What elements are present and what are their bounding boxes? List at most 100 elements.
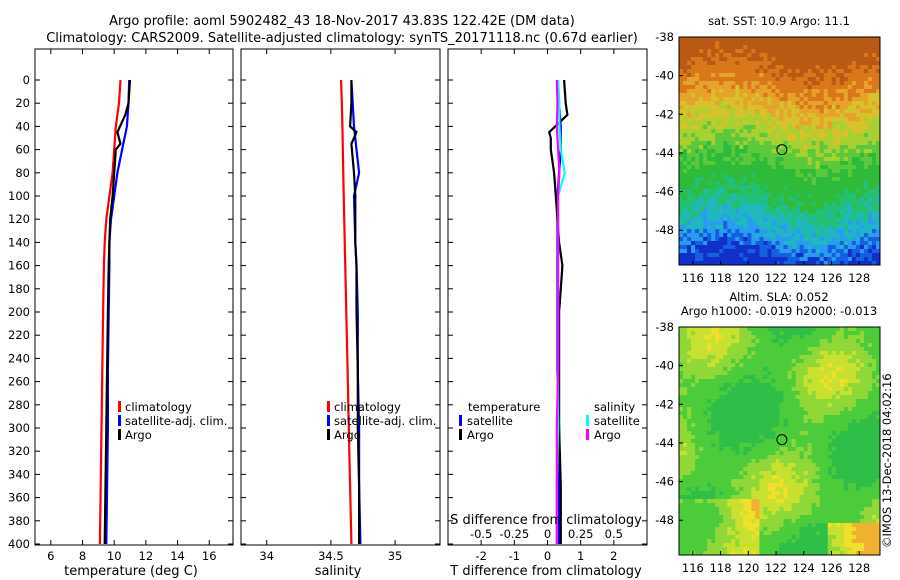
series-line-s-argo xyxy=(555,79,561,544)
temperature-legend: climatology satellite-adj. clim. Argo xyxy=(118,400,227,442)
depth-tick-label: 60 xyxy=(15,143,30,157)
depth-tick-label: 380 xyxy=(8,514,30,528)
x-tick-label: -1 xyxy=(509,549,520,563)
map-lon-tick-label: 118 xyxy=(710,561,732,575)
legend-label-satellite: satellite-adj. clim. xyxy=(334,414,436,428)
map-lon-tick-label: 124 xyxy=(793,561,815,575)
depth-tick-label: 20 xyxy=(15,96,30,110)
argo-position-marker xyxy=(776,434,788,446)
s-tick-label: 0.5 xyxy=(605,527,623,541)
sla-map-title-line2: Argo h1000: -0.019 h2000: -0.013 xyxy=(681,304,877,318)
argo-position-marker xyxy=(776,144,788,156)
depth-tick-label: 300 xyxy=(8,421,30,435)
x-tick-label: 10 xyxy=(107,549,122,563)
s-tick-label: -0.5 xyxy=(470,527,492,541)
series-line-argo xyxy=(348,80,361,544)
legend-swatch-satellite xyxy=(327,415,330,426)
depth-tick-label: 340 xyxy=(8,467,30,481)
map-lat-tick-label: -44 xyxy=(655,146,674,160)
x-tick-label: 16 xyxy=(202,549,217,563)
depth-tick-label: 400 xyxy=(8,537,30,551)
legend-label-argo: Argo xyxy=(334,428,361,442)
sst-map-frame xyxy=(678,36,881,266)
map-lat-tick-label: -44 xyxy=(655,436,674,450)
sla-map xyxy=(679,327,880,555)
sla-map-axes: 116 118 120 122 124 126 128 -38 -40 -42 -44 -46 -48 xyxy=(655,320,870,575)
depth-tick-label: 40 xyxy=(15,119,30,133)
x-tick-label: 34.5 xyxy=(318,549,344,563)
legend-label-t-argo: Argo xyxy=(467,428,494,442)
map-lat-tick-label: -38 xyxy=(655,320,674,334)
series-line-argo xyxy=(103,79,132,545)
map-lon-tick-label: 120 xyxy=(737,271,759,285)
sst-map-title: sat. SST: 10.9 Argo: 11.1 xyxy=(708,14,850,28)
sst-map xyxy=(679,37,880,265)
map-lat-tick-label: -42 xyxy=(655,107,674,121)
map-lon-tick-label: 120 xyxy=(737,561,759,575)
map-lat-tick-label: -40 xyxy=(655,359,674,373)
salinity-legend: climatology satellite-adj. clim. Argo xyxy=(327,400,436,442)
map-lat-tick-label: -48 xyxy=(655,223,674,237)
x-tick-label: 2 xyxy=(610,549,617,563)
map-lon-tick-label: 116 xyxy=(682,271,704,285)
map-lat-tick-label: -42 xyxy=(655,397,674,411)
salinity-xlabel: salinity xyxy=(315,564,362,579)
legend-heading-temperature: temperature xyxy=(468,400,540,414)
sla-map-title-line1: Altim. SLA: 0.052 xyxy=(729,290,828,304)
depth-tick-label: 80 xyxy=(15,166,30,180)
sst-map-axes: 116 118 120 122 124 126 128 -38 -40 -42 -44 -46 -48 xyxy=(655,30,870,285)
x-tick-label: -2 xyxy=(475,549,486,563)
s-difference-xlabel: S difference from climatology xyxy=(450,513,642,528)
x-tick-label: 34 xyxy=(259,549,274,563)
figure-title-line2: Climatology: CARS2009. Satellite-adjuste… xyxy=(46,31,638,46)
legend-swatch-climatology xyxy=(327,401,330,412)
temperature-panel: 6 8 10 12 14 16 xyxy=(47,49,217,563)
depth-tick-label: 220 xyxy=(8,328,30,342)
depth-tick-label: 0 xyxy=(23,73,30,87)
salinity-panel-frame xyxy=(240,48,441,546)
depth-axis: 0 20 40 60 80 100 120 140 160 180 200 220 240 260 280 3… xyxy=(8,73,647,551)
depth-tick-label: 200 xyxy=(8,305,30,319)
legend-label-satellite: satellite-adj. clim. xyxy=(125,414,227,428)
map-lat-tick-label: -48 xyxy=(655,513,674,527)
map-lat-tick-label: -46 xyxy=(655,185,674,199)
legend-label-argo: Argo xyxy=(125,428,152,442)
x-tick-label: 6 xyxy=(47,549,54,563)
difference-panel-frame xyxy=(447,48,648,546)
legend-swatch-climatology xyxy=(118,401,121,412)
legend-heading-salinity: salinity xyxy=(594,400,635,414)
depth-tick-label: 160 xyxy=(8,259,30,273)
map-lon-tick-label: 122 xyxy=(765,561,787,575)
map-lon-tick-label: 128 xyxy=(848,271,870,285)
series-line-satellite-adj-clim- xyxy=(105,79,131,545)
legend-swatch-t-satellite xyxy=(459,415,462,426)
x-tick-label: 12 xyxy=(139,549,154,563)
legend-swatch-satellite xyxy=(118,415,121,426)
legend-swatch-argo xyxy=(327,429,330,440)
x-tick-label: 0 xyxy=(544,549,551,563)
depth-tick-label: 100 xyxy=(8,189,30,203)
legend-label-s-argo: Argo xyxy=(594,428,621,442)
x-tick-label: 8 xyxy=(79,549,86,563)
map-lon-tick-label: 118 xyxy=(710,271,732,285)
map-lon-tick-label: 122 xyxy=(765,271,787,285)
map-lat-tick-label: -38 xyxy=(655,30,674,44)
depth-tick-label: 120 xyxy=(8,212,30,226)
series-line-climatology xyxy=(340,79,353,545)
s-tick-label: 0 xyxy=(544,527,551,541)
temperature-panel-frame xyxy=(34,48,234,546)
legend-swatch-t-argo xyxy=(459,429,462,440)
t-difference-xlabel: T difference from climatology xyxy=(449,564,642,579)
legend-swatch-s-argo xyxy=(586,429,589,440)
temperature-xlabel: temperature (deg C) xyxy=(64,564,198,579)
depth-tick-label: 180 xyxy=(8,282,30,296)
legend-swatch-argo xyxy=(118,429,121,440)
legend-label-t-satellite: satellite xyxy=(467,414,513,428)
difference-legend: temperature satellite Argo salinity sate… xyxy=(459,400,640,442)
map-lat-tick-label: -40 xyxy=(655,69,674,83)
x-tick-label: 1 xyxy=(577,549,584,563)
x-tick-label: 35 xyxy=(388,549,403,563)
depth-tick-label: 140 xyxy=(8,235,30,249)
map-lon-tick-label: 126 xyxy=(821,271,843,285)
